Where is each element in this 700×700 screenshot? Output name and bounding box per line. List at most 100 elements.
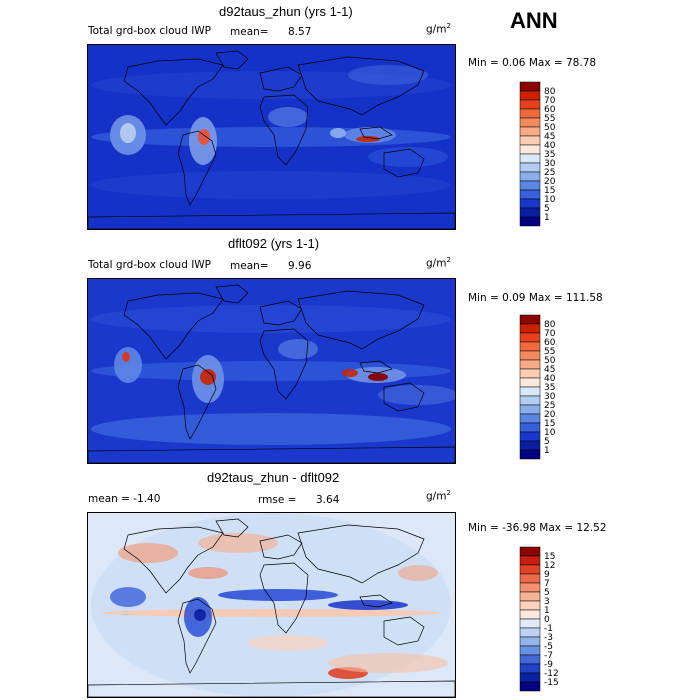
panel2-colorbar-box xyxy=(519,377,541,388)
panel2-colorbar-box xyxy=(519,413,541,424)
panel3-rmse-label: rmse = xyxy=(258,494,297,506)
panel2-colorbar-box xyxy=(519,386,541,397)
panel3-colorbar-label: -9 xyxy=(544,660,553,670)
panel1-units: g/m2 xyxy=(426,22,451,36)
panel1-variable-label: Total grd-box cloud IWP xyxy=(88,25,212,37)
panel3-coastline xyxy=(259,534,303,560)
panel1-colorbar-box xyxy=(519,81,541,92)
panel3-mean: mean = -1.40 xyxy=(88,493,161,505)
panel2-colorbar-label: 55 xyxy=(544,347,555,357)
panel2-colorbar-label: 25 xyxy=(544,401,555,411)
panel2-coastline xyxy=(123,292,224,360)
panel3-map xyxy=(87,512,456,698)
panel1-colorbar-label: 5 xyxy=(544,204,550,214)
panel2-colorbar-box xyxy=(519,431,541,442)
panel1-mean-value: 8.57 xyxy=(288,26,312,38)
panel3-colorbar-box xyxy=(519,555,541,566)
panel3-colorbar-box xyxy=(519,618,541,629)
panel3-colorbar-label: -7 xyxy=(544,651,553,661)
panel3-colorbar-label: -1 xyxy=(544,624,553,634)
panel3-colorbar-label: 0 xyxy=(544,615,550,625)
panel2-colorbar-box xyxy=(519,449,541,460)
panel2-title: dflt092 (yrs 1-1) xyxy=(228,236,320,251)
panel2-colorbar-label: 45 xyxy=(544,365,555,375)
panel1-colorbar-box xyxy=(519,216,541,227)
panel2-colorbar-label: 50 xyxy=(544,356,556,366)
panel2-coastline xyxy=(359,360,393,374)
panel1-colorbar-box xyxy=(519,117,541,128)
panel2-colorbar-label: 80 xyxy=(544,320,556,330)
panel2-colorbar-label: 35 xyxy=(544,383,555,393)
panel1-map xyxy=(87,44,456,230)
panel2-map xyxy=(87,278,456,464)
panel1-coastline xyxy=(259,94,309,166)
panel1-colorbar-box xyxy=(519,90,541,101)
panel1-colorbar-label: 35 xyxy=(544,150,555,160)
panel2-colorbar-box xyxy=(519,440,541,451)
panel2-map-svg xyxy=(88,279,455,463)
panel1-colorbar-label: 70 xyxy=(544,96,556,106)
panel3-colorbar-label: 9 xyxy=(544,570,550,580)
panel3-colorbar-box xyxy=(519,582,541,593)
panel1-colorbar-label: 50 xyxy=(544,123,556,133)
panel2-colorbar-label: 60 xyxy=(544,338,556,348)
panel3-colorbar-box xyxy=(519,627,541,638)
panel3-coastline xyxy=(215,518,249,538)
panel3-colorbar-label: -3 xyxy=(544,633,553,643)
panel1-colorbar-box xyxy=(519,180,541,191)
panel3-colorbar-label: 12 xyxy=(544,561,555,571)
panel3-coastline xyxy=(259,562,309,634)
panel1-colorbar-label: 20 xyxy=(544,177,556,187)
panel3-minmax: Min = -36.98 Max = 12.52 xyxy=(468,522,607,534)
panel2-colorbar-label: 5 xyxy=(544,437,550,447)
panel1-coastline xyxy=(88,212,455,229)
panel2-colorbar-label: 20 xyxy=(544,410,556,420)
panel2-coastline xyxy=(259,328,309,400)
panel3-colorbar-box xyxy=(519,609,541,620)
panel2-colorbar-label: 30 xyxy=(544,392,556,402)
panel3-colorbar-box xyxy=(519,672,541,683)
panel1-colorbar-box xyxy=(519,135,541,146)
panel2-colorbar-label: 40 xyxy=(544,374,556,384)
panel1-map-svg xyxy=(88,45,455,229)
panel2-colorbar-box xyxy=(519,395,541,406)
panel1-colorbar-label: 30 xyxy=(544,159,556,169)
panel2-colorbar-label: 1 xyxy=(544,446,550,456)
panel2-colorbar-box xyxy=(519,359,541,370)
panel2-mean-label: mean= xyxy=(230,260,269,272)
panel1-colorbar-box xyxy=(519,162,541,173)
panel1-coastline xyxy=(123,58,224,126)
panel1-minmax: Min = 0.06 Max = 78.78 xyxy=(468,57,597,69)
panel2-colorbar-box xyxy=(519,332,541,343)
panel1-colorbar-label: 25 xyxy=(544,168,555,178)
panel3-colorbar-label: -12 xyxy=(544,669,559,679)
panel1-colorbar-box xyxy=(519,207,541,218)
panel1-colorbar-box xyxy=(519,108,541,119)
panel3-colorbar-box xyxy=(519,654,541,665)
panel2-coastline xyxy=(383,382,425,412)
panel1-coastline xyxy=(359,126,393,140)
panel3-colorbar-label: 3 xyxy=(544,597,550,607)
panel2-coastline xyxy=(259,300,303,326)
panel3-colorbar-label: 7 xyxy=(544,579,550,589)
panel2-coastline xyxy=(297,290,425,350)
panel3-title: d92taus_zhun - dflt092 xyxy=(207,470,340,485)
panel3-coastline xyxy=(383,616,425,646)
panel3-colorbar-box xyxy=(519,591,541,602)
panel2-colorbar-box xyxy=(519,341,541,352)
panel1-mean-label: mean= xyxy=(230,26,269,38)
panel2-coastline xyxy=(177,364,217,440)
panel3-colorbar-box xyxy=(519,681,541,692)
panel3-coastline xyxy=(297,524,425,584)
panel3-map-svg xyxy=(88,513,455,697)
panel1-colorbar-box xyxy=(519,198,541,209)
panel3-units: g/m2 xyxy=(426,489,451,503)
panel1-colorbar-box xyxy=(519,99,541,110)
panel2-minmax: Min = 0.09 Max = 111.58 xyxy=(468,292,603,304)
panel2-colorbar-label: 10 xyxy=(544,428,556,438)
panel1-colorbar-label: 45 xyxy=(544,132,555,142)
panel3-rmse-value: 3.64 xyxy=(316,494,340,506)
panel3-colorbar-label: 15 xyxy=(544,552,555,562)
panel1-coastline xyxy=(383,148,425,178)
